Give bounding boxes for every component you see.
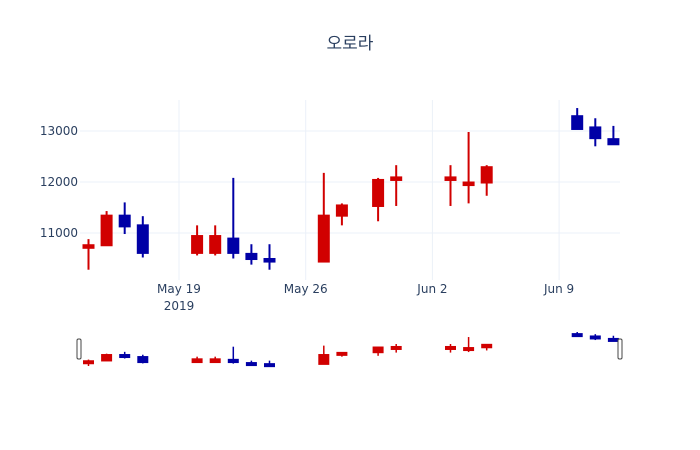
rangeslider-candle-increasing[interactable] — [264, 360, 275, 368]
rangeslider-right-handle[interactable] — [617, 338, 623, 360]
plot-area[interactable] — [80, 100, 620, 280]
candle-decreasing[interactable] — [317, 172, 330, 263]
x-tick-label: Jun 2 — [416, 282, 447, 296]
rangeslider-candle-increasing[interactable] — [571, 332, 583, 338]
rangeslider-candle-increasing[interactable] — [607, 335, 619, 342]
x-axis: May 19 2019 May 26 Jun 2 Jun 9 — [157, 282, 574, 313]
candle-increasing[interactable] — [245, 244, 258, 265]
chart-title: 오로라 — [327, 34, 374, 54]
rangeslider-candle-increasing[interactable] — [137, 354, 149, 364]
rangeslider-candle-increasing[interactable] — [245, 360, 257, 367]
candle-decreasing[interactable] — [372, 177, 385, 222]
candle-increasing[interactable] — [607, 125, 620, 146]
rangeslider-candle-decreasing[interactable] — [191, 356, 203, 364]
candle-decreasing[interactable] — [82, 239, 95, 270]
rangeslider-candle-decreasing[interactable] — [481, 343, 493, 351]
range-slider[interactable] — [76, 332, 623, 368]
candle-increasing[interactable] — [227, 177, 240, 259]
x-tick-label: May 19 — [157, 282, 201, 296]
candle-increasing[interactable] — [136, 216, 149, 258]
candle-decreasing[interactable] — [444, 165, 457, 206]
rangeslider-candle-increasing[interactable] — [589, 334, 601, 341]
candle-decreasing[interactable] — [462, 132, 475, 204]
rangeslider-candle-decreasing[interactable] — [372, 346, 384, 356]
candle-decreasing[interactable] — [191, 225, 204, 256]
rangeslider-candle-decreasing[interactable] — [318, 345, 330, 365]
y-axis: 11000 12000 13000 — [40, 124, 78, 240]
candle-decreasing[interactable] — [390, 165, 403, 206]
rangeslider-candle-decreasing[interactable] — [463, 337, 475, 353]
candle-decreasing[interactable] — [209, 225, 222, 256]
candle-increasing[interactable] — [571, 108, 584, 130]
candle-decreasing[interactable] — [100, 211, 113, 247]
candle-increasing[interactable] — [263, 244, 276, 270]
candle-increasing[interactable] — [118, 202, 131, 235]
x-tick-label: Jun 9 — [543, 282, 574, 296]
y-tick-label: 13000 — [40, 124, 78, 138]
rangeslider-left-handle[interactable] — [76, 338, 82, 360]
rangeslider-candle-decreasing[interactable] — [101, 353, 113, 362]
rangeslider-candle-decreasing[interactable] — [209, 356, 221, 364]
rangeslider-candle-decreasing[interactable] — [445, 344, 456, 353]
candle-decreasing[interactable] — [335, 203, 348, 226]
rangeslider-candle-decreasing[interactable] — [83, 359, 94, 366]
candle-decreasing[interactable] — [480, 165, 493, 196]
y-tick-label: 12000 — [40, 175, 78, 189]
rangeslider-candle-decreasing[interactable] — [390, 344, 402, 353]
rangeslider-candle-increasing[interactable] — [227, 346, 239, 364]
y-tick-label: 11000 — [40, 226, 78, 240]
rangeslider-candle-increasing[interactable] — [119, 351, 131, 359]
x-tick-year-label: 2019 — [164, 299, 195, 313]
rangeslider-candle-decreasing[interactable] — [336, 351, 348, 357]
candle-increasing[interactable] — [589, 118, 602, 147]
x-tick-label: May 26 — [284, 282, 328, 296]
